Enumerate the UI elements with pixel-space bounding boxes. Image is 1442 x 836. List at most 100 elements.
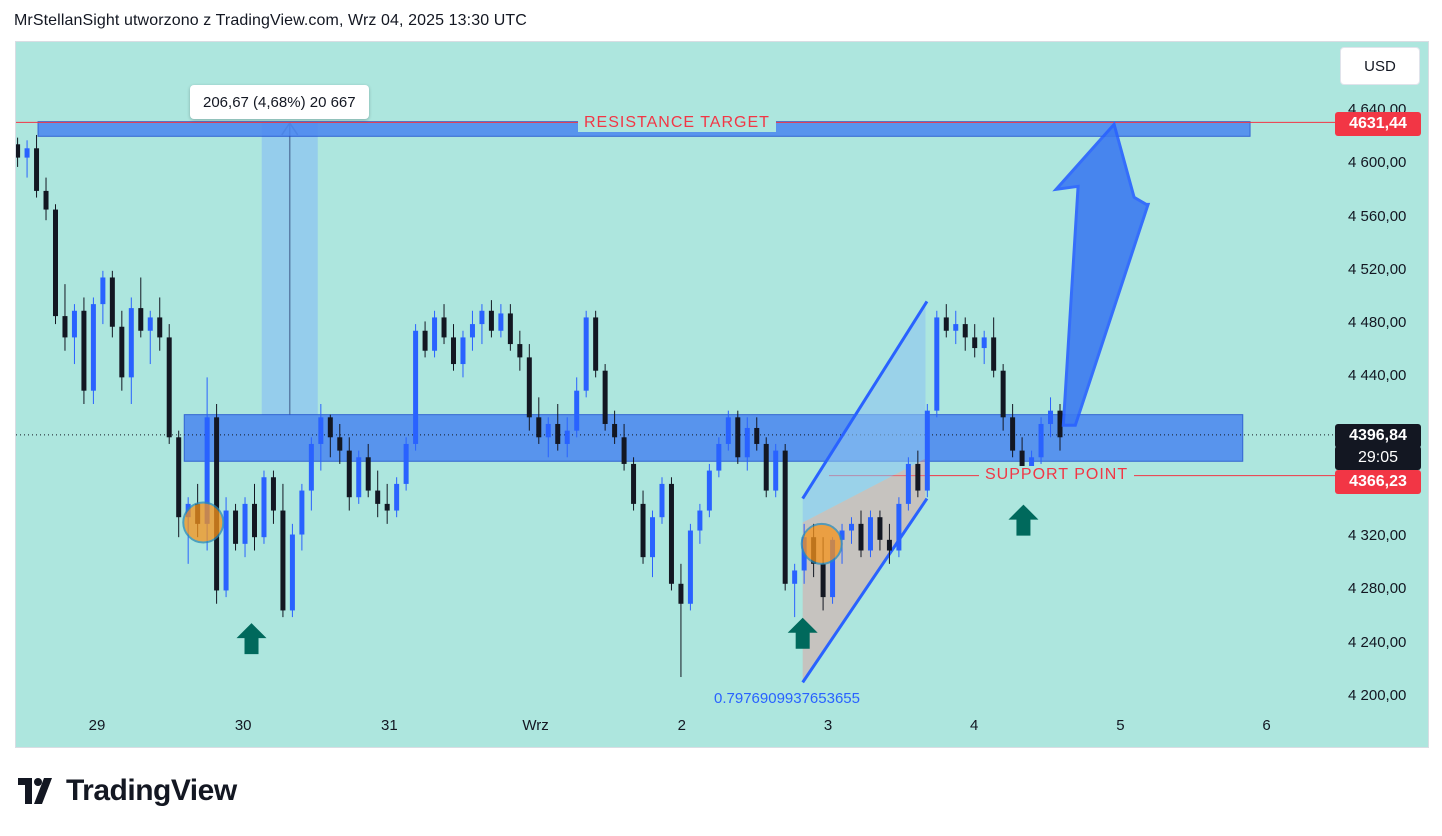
candle-body [924, 410, 930, 491]
candle-body [337, 437, 343, 451]
candle-body [109, 277, 115, 327]
projection-arrow [1052, 121, 1151, 427]
candle-body [308, 443, 314, 491]
candle-body [849, 523, 855, 531]
candle-body [394, 483, 400, 511]
tradingview-wordmark: TradingView [66, 774, 237, 807]
candle-body [650, 517, 656, 558]
candle-body [981, 337, 987, 349]
candle-body [147, 317, 153, 331]
candle-body [375, 490, 381, 504]
price-tick-label: 4 560,00 [1348, 207, 1407, 225]
time-tick-label: 4 [970, 717, 979, 734]
candle-body [128, 308, 134, 378]
candle-body [830, 539, 836, 598]
time-tick-label: 3 [823, 717, 833, 734]
channel-fill-lower [802, 458, 926, 683]
support-zone [183, 414, 1244, 462]
resistance-target-label: RESISTANCE TARGET [578, 114, 776, 132]
time-tick-label: 31 [381, 717, 398, 734]
candle-body [176, 437, 182, 518]
candle-body [261, 477, 267, 538]
up-arrow-icon [1008, 504, 1039, 536]
candle-body [773, 450, 779, 491]
support-point-label: SUPPORT POINT [979, 466, 1135, 484]
currency-button[interactable]: USD [1340, 47, 1420, 85]
candle-body [157, 317, 163, 338]
candle-body [839, 530, 845, 540]
resistance-price-tag: 4631,44 [1335, 112, 1421, 136]
candle-body [242, 503, 248, 544]
candle-body [356, 457, 362, 498]
candle-body [34, 148, 40, 191]
candle-body [668, 483, 674, 584]
tradingview-logo[interactable]: TradingView [18, 774, 237, 808]
time-tick-label: 5 [1116, 717, 1125, 734]
candle-body [792, 570, 798, 584]
candle-body [915, 463, 921, 491]
candle-body [1019, 450, 1025, 471]
candle-body [507, 313, 513, 345]
candle-body [1029, 457, 1035, 471]
candle-body [346, 450, 352, 498]
candle-body [687, 530, 693, 604]
candle-body [270, 477, 276, 511]
candle-body [706, 470, 712, 511]
candle-body [252, 503, 258, 538]
candle-body [631, 463, 637, 504]
channel-fill-upper [802, 301, 926, 523]
candle-body [460, 337, 466, 365]
time-tick-label: 2 [677, 717, 686, 734]
price-tick-label: 4 280,00 [1348, 580, 1407, 598]
candle-body [517, 344, 523, 358]
price-tick-label: 4 440,00 [1348, 367, 1407, 385]
candle-body [905, 463, 911, 504]
price-tick-label: 4 600,00 [1348, 154, 1407, 172]
chart-area[interactable] [15, 41, 1429, 748]
candle-body [24, 148, 30, 158]
candle-body [858, 523, 864, 551]
candle-body [583, 317, 589, 391]
candle-body [593, 317, 599, 371]
candle-body [697, 510, 703, 531]
candle-body [1057, 410, 1063, 438]
candle-body [659, 483, 665, 518]
chart-header-title: MrStellanSight utworzono z TradingView.c… [14, 12, 527, 29]
candle-body [52, 209, 58, 317]
candle-body [498, 313, 504, 331]
candle-body [621, 437, 627, 464]
current-price-tag: 4396,84 [1335, 424, 1421, 448]
candle-body [1010, 417, 1016, 451]
price-tick-label: 4 200,00 [1348, 687, 1407, 704]
candle-body [81, 310, 87, 391]
candle-body [725, 417, 731, 444]
candle-body [564, 430, 570, 444]
candle-body [166, 337, 172, 438]
candle-body [365, 457, 371, 491]
support-price-tag: 4366,23 [1335, 470, 1421, 494]
candle-body [1048, 410, 1054, 424]
candle-body [953, 324, 959, 331]
price-chart[interactable] [16, 42, 1428, 747]
candle-body [536, 417, 542, 438]
candle-body [1038, 423, 1044, 458]
candle-body [100, 277, 106, 305]
candle-body [972, 337, 978, 349]
candle-body [612, 423, 618, 438]
candle-body [574, 390, 580, 431]
channel-lower-line [801, 497, 929, 684]
candle-body [716, 443, 722, 471]
candle-body [451, 337, 457, 365]
candle-body [962, 324, 968, 338]
candle-body [413, 330, 419, 444]
candle-body [43, 190, 49, 210]
channel-upper-line [801, 300, 929, 500]
candle-body [991, 337, 997, 371]
candle-body [469, 324, 475, 338]
candle-body [782, 450, 788, 584]
candle-body [479, 310, 485, 325]
price-tick-label: 4 520,00 [1348, 260, 1407, 278]
candle-body [488, 310, 494, 331]
up-arrow-icon [236, 623, 267, 655]
candle-body [16, 144, 21, 158]
